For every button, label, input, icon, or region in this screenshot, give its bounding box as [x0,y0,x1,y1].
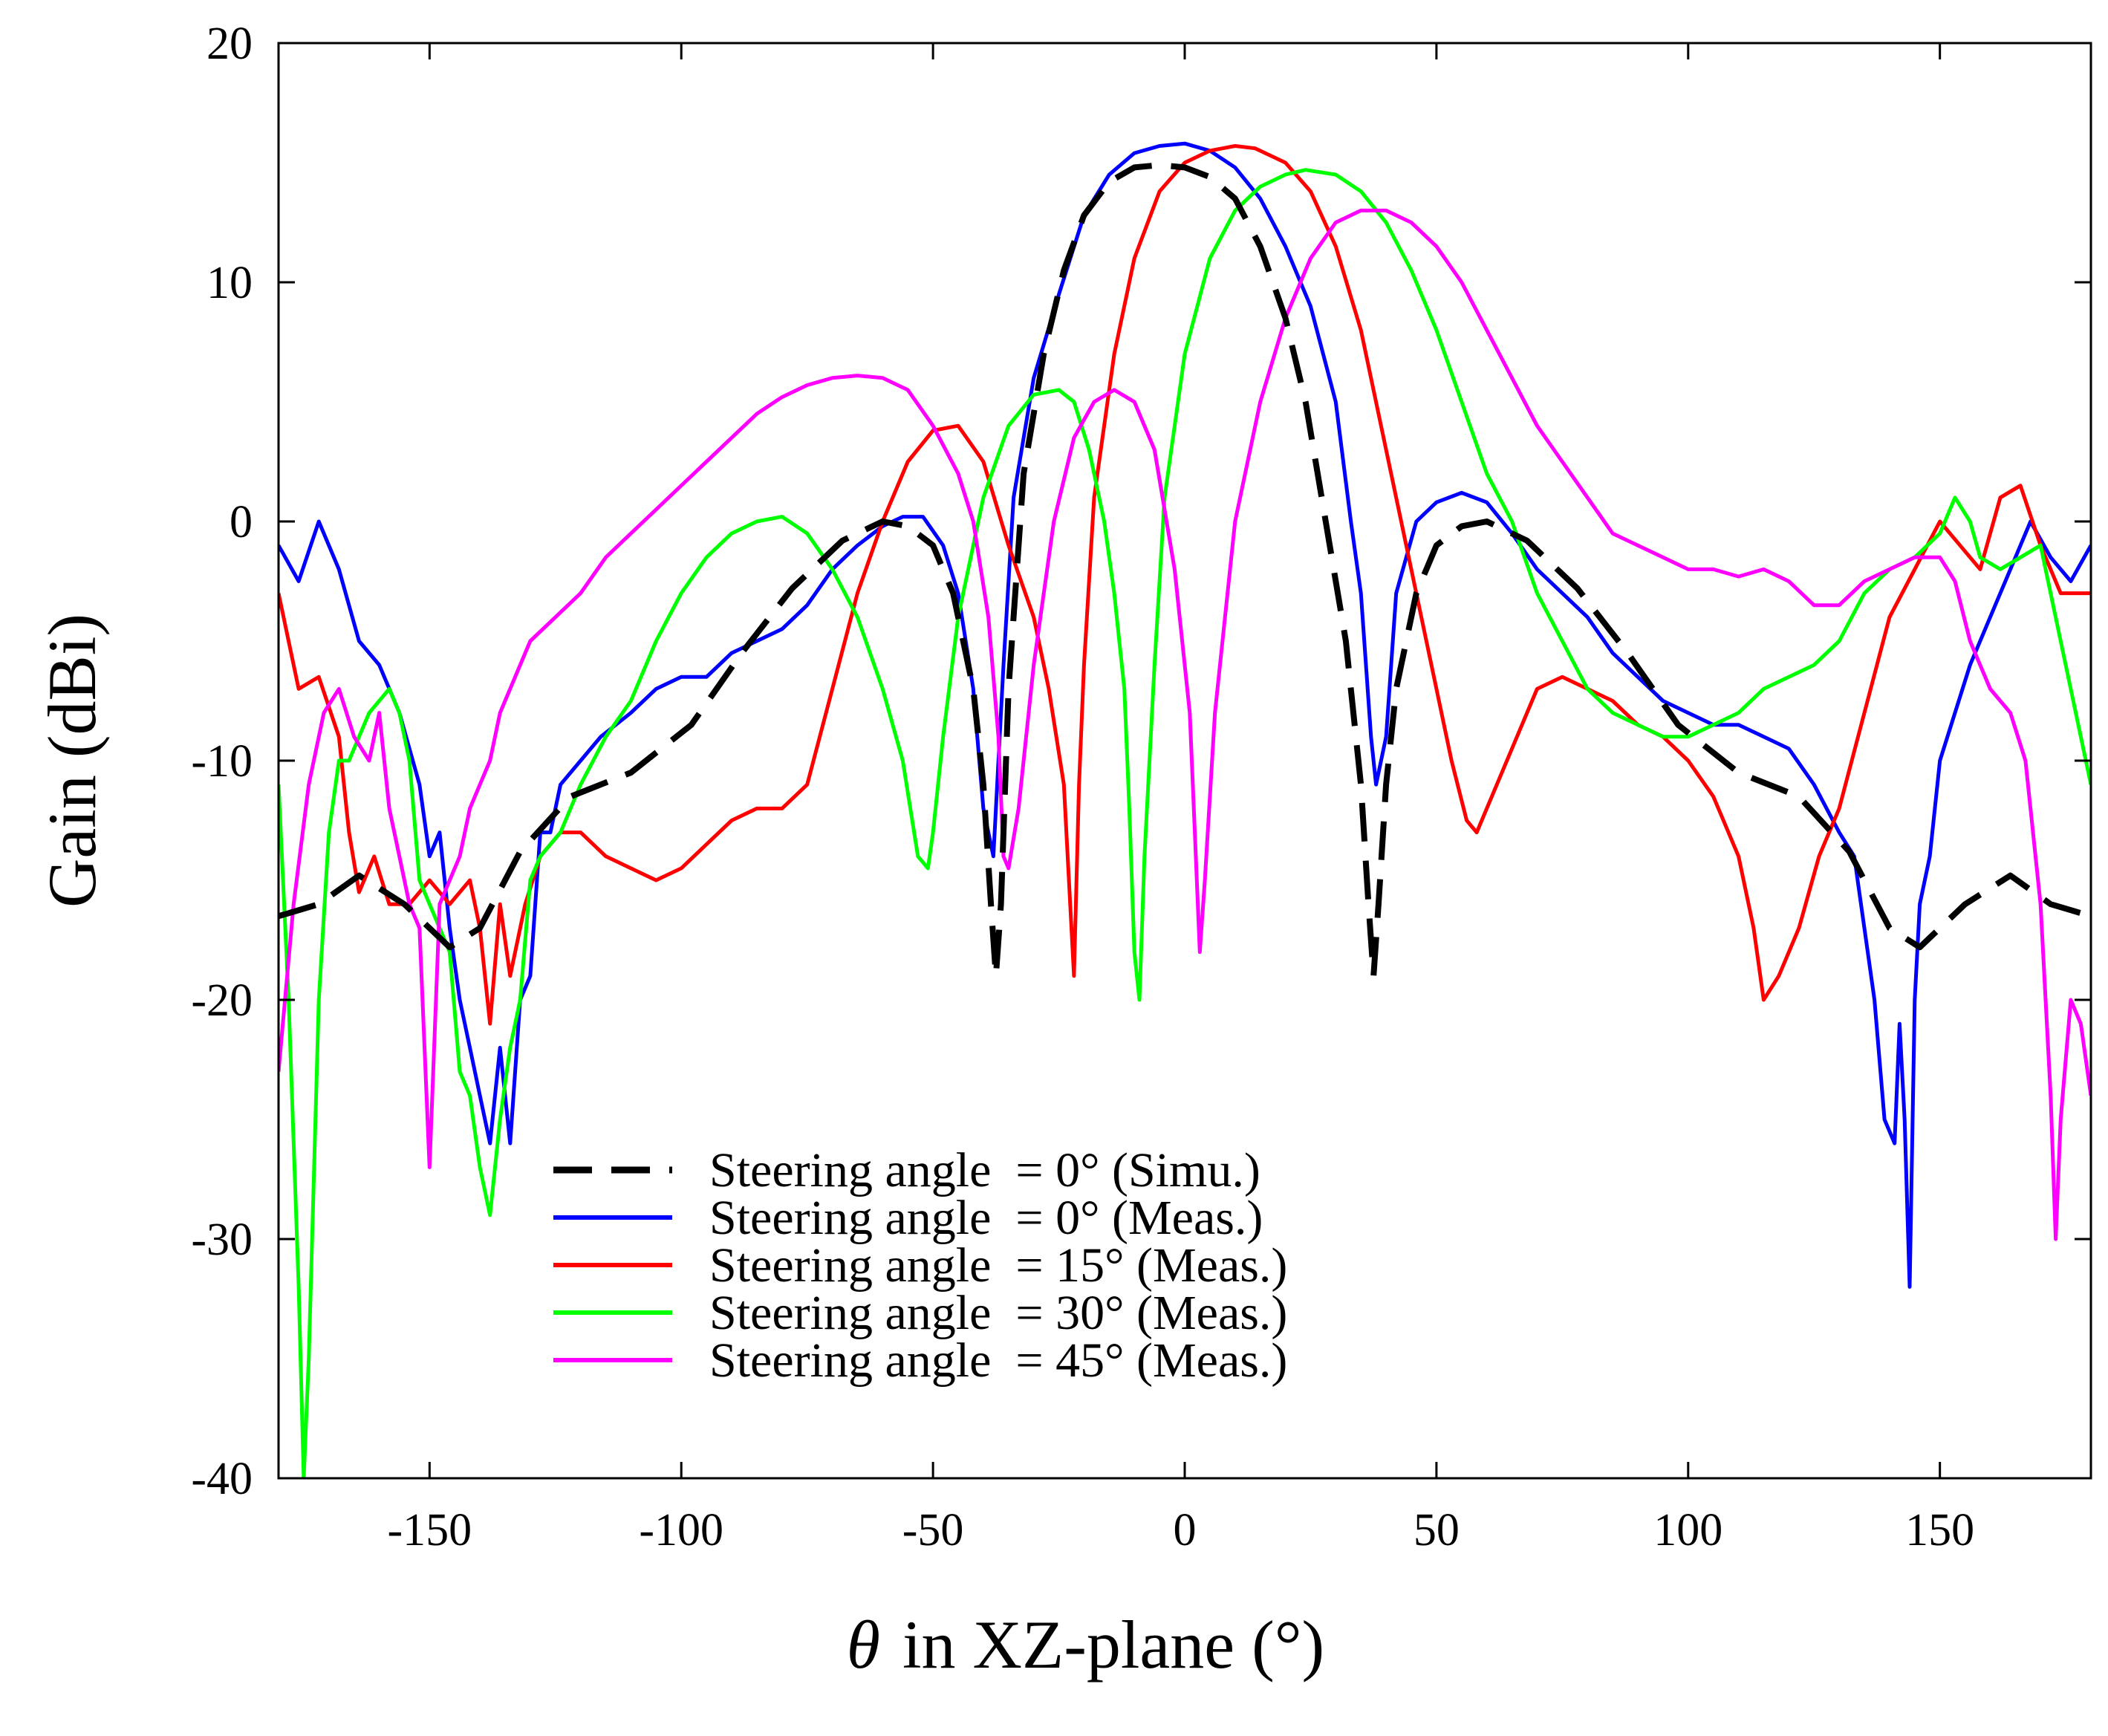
series-line-2 [279,144,2091,1026]
x-tick-label: 100 [1653,1505,1722,1555]
x-tick-label: -150 [388,1505,472,1555]
x-tick-label: -100 [639,1505,723,1555]
legend-label-0: Steering angle = 0° (Simu.) [709,1143,1260,1197]
series-line-4 [279,208,2091,1241]
x-tick-label: 150 [1905,1505,1974,1555]
x-tick-label: 0 [1174,1505,1197,1555]
x-axis-title: θ in XZ-plane (°) [847,1607,1324,1683]
y-tick-label: -40 [191,1454,253,1504]
legend-label-4: Steering angle = 45° (Meas.) [709,1333,1287,1388]
y-tick-label: -10 [191,736,253,787]
y-tick-label: 0 [230,497,253,547]
legend-label-3: Steering angle = 30° (Meas.) [709,1286,1287,1340]
x-axis-label: in XZ-plane (°) [902,1607,1324,1683]
y-tick-label: -30 [191,1215,253,1265]
y-axis-title: Gain (dBi) [34,614,110,908]
legend: Steering angle = 0° (Simu.)Steering angl… [553,1143,1287,1388]
y-tick-label: 20 [206,19,253,69]
legend-label-1: Steering angle = 0° (Meas.) [709,1191,1263,1245]
series-line-0 [279,162,2091,979]
x-tick-label: -50 [902,1505,964,1555]
x-tick-label: 50 [1414,1505,1460,1555]
y-tick-label: -20 [191,975,253,1026]
x-axis-symbol: θ [847,1607,880,1683]
series-layer [279,141,2091,1478]
series-line-1 [279,141,2091,1289]
y-tick-label: 10 [206,258,253,308]
legend-label-2: Steering angle = 15° (Meas.) [709,1238,1287,1293]
